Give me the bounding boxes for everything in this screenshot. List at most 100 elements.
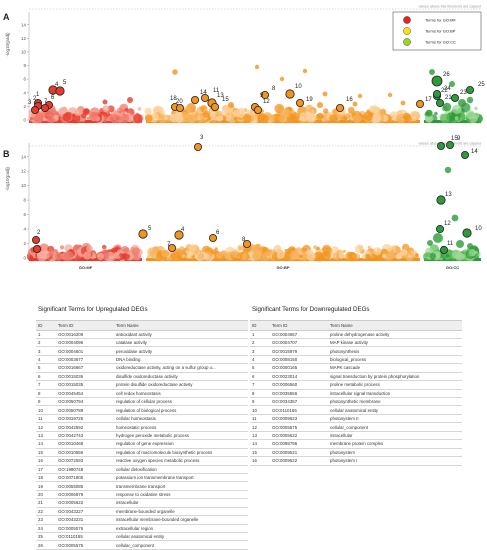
labeled-term-point <box>435 224 444 233</box>
term-id-cell: GO:0034357 <box>270 397 328 407</box>
table-row: 16 GO:0072593 reactive oxygen species meta… <box>36 456 248 466</box>
row-id-cell: 2 <box>250 338 270 348</box>
background-term-dot <box>48 251 55 257</box>
downregulated-table-title: Significant Terms for Downregulated DEGs <box>252 306 370 313</box>
background-term-dot <box>290 250 300 260</box>
y-tick-label: 0 <box>23 118 26 123</box>
term-name-cell: catalase activity <box>114 338 248 348</box>
point-label: 14 <box>200 90 207 96</box>
y-tick-label: 8 <box>23 63 26 68</box>
labeled-term-point <box>335 104 344 113</box>
term-name-cell: peroxidase activity <box>114 346 248 356</box>
unlabeled-term-dot <box>102 99 108 105</box>
labeled-term-point <box>460 150 469 159</box>
table-row: 15 GO:0010556 regulation of macromolecule … <box>36 448 248 458</box>
background-term-dot <box>144 107 152 116</box>
y-tick-label: 8 <box>23 198 26 203</box>
upregulated-terms-table: ID Term ID Term Name 1 GO:0016209 antioxid… <box>36 320 248 550</box>
background-term-dot <box>47 245 55 253</box>
term-name-cell: cell redox homeostasis <box>114 389 248 399</box>
labeled-term-point <box>253 106 262 115</box>
row-id-cell: 2 <box>36 338 56 348</box>
background-term-dot <box>411 115 417 122</box>
legend-label: Terms for GO:MF <box>425 18 456 23</box>
background-term-dot <box>429 252 437 260</box>
point-label: 12 <box>444 221 451 227</box>
row-id-cell: 6 <box>250 372 270 382</box>
unlabeled-term-dot <box>317 102 323 108</box>
row-id-cell: 19 <box>36 481 56 491</box>
background-term-dot <box>73 244 81 251</box>
unlabeled-term-dot <box>322 91 328 97</box>
column-header-term-id: Term ID <box>270 320 328 331</box>
unlabeled-term-dot <box>429 69 435 75</box>
labeled-term-point <box>33 244 42 253</box>
background-term-dot <box>170 253 177 260</box>
background-term-dot <box>131 247 140 256</box>
background-term-dot <box>240 109 244 114</box>
point-label: 3 <box>28 100 32 106</box>
term-id-cell: GO:0010468 <box>56 439 114 449</box>
y-tick-label: 6 <box>23 77 26 82</box>
term-id-cell: GO:0005622 <box>56 498 114 508</box>
term-id-cell: GO:0005576 <box>56 524 114 534</box>
term-name-cell: photosystem <box>328 448 462 458</box>
term-id-cell: GO:0003677 <box>56 355 114 365</box>
background-term-dot <box>173 111 184 121</box>
column-header-term-name: Term Name <box>114 320 248 331</box>
row-id-cell: 25 <box>36 532 56 542</box>
row-id-cell: 8 <box>250 389 270 399</box>
y-tick-label: 14 <box>21 154 27 159</box>
background-term-dot <box>101 244 107 250</box>
y-tick-label: 14 <box>21 22 27 27</box>
point-label: 9 <box>457 136 461 142</box>
point-label: 15 <box>451 136 458 142</box>
background-term-dot <box>452 104 462 115</box>
unlabeled-term-dot <box>352 101 358 107</box>
labeled-term-point <box>41 104 50 113</box>
panel-letter: B <box>3 149 10 159</box>
background-term-dot <box>137 107 142 111</box>
term-id-cell: GO:0000165 <box>270 363 328 373</box>
row-id-cell: 4 <box>250 355 270 365</box>
term-name-cell: regulation of cellular process <box>114 397 248 407</box>
labeled-term-point <box>432 90 441 99</box>
labeled-term-point <box>210 103 219 112</box>
unlabeled-term-dot <box>451 214 459 222</box>
point-label: 8 <box>272 86 276 92</box>
background-term-dot <box>53 114 59 120</box>
term-name-cell: cellular_component <box>328 422 462 432</box>
background-term-dot <box>181 111 190 120</box>
table-row: 10 GO:0110165 cellular anatomical entity <box>250 405 462 415</box>
point-label: 26 <box>443 72 450 78</box>
table-row: 12 GO:0042592 homeostatic process <box>36 422 248 432</box>
background-term-dot <box>102 105 110 113</box>
term-name-cell: hydrogen peroxide metabolic process <box>114 431 248 441</box>
term-name-cell: cellular homeostasis <box>114 414 248 424</box>
y-tick-label: 12 <box>21 169 27 174</box>
y-tick-label: 4 <box>23 90 26 95</box>
background-term-dot <box>284 249 288 253</box>
term-name-cell: intracellular signal transduction <box>328 389 462 399</box>
unlabeled-term-dot <box>449 81 455 87</box>
row-id-cell: 4 <box>36 355 56 365</box>
row-id-cell: 9 <box>250 397 270 407</box>
labeled-term-point <box>415 100 424 109</box>
table-row: 17 GO:1990748 cellular detoxification <box>36 465 248 474</box>
row-id-cell: 12 <box>36 422 56 432</box>
background-term-dot <box>469 114 478 123</box>
point-label: 10 <box>475 226 482 232</box>
background-term-dot <box>161 250 169 258</box>
background-term-dot <box>40 250 50 260</box>
point-label: 15 <box>222 97 229 103</box>
downregulated-table-wrap: Significant Terms for Downregulated DEGs… <box>250 306 462 466</box>
table-row: 24 GO:0005576 extracellular region <box>36 524 248 534</box>
point-label: 6 <box>51 95 55 101</box>
background-term-dot <box>116 107 123 114</box>
legend-label: Terms for GO:CC <box>425 40 456 45</box>
labeled-term-point <box>174 230 184 240</box>
background-term-dot <box>474 106 478 111</box>
background-term-dot <box>278 114 286 123</box>
background-term-dot <box>347 106 355 114</box>
